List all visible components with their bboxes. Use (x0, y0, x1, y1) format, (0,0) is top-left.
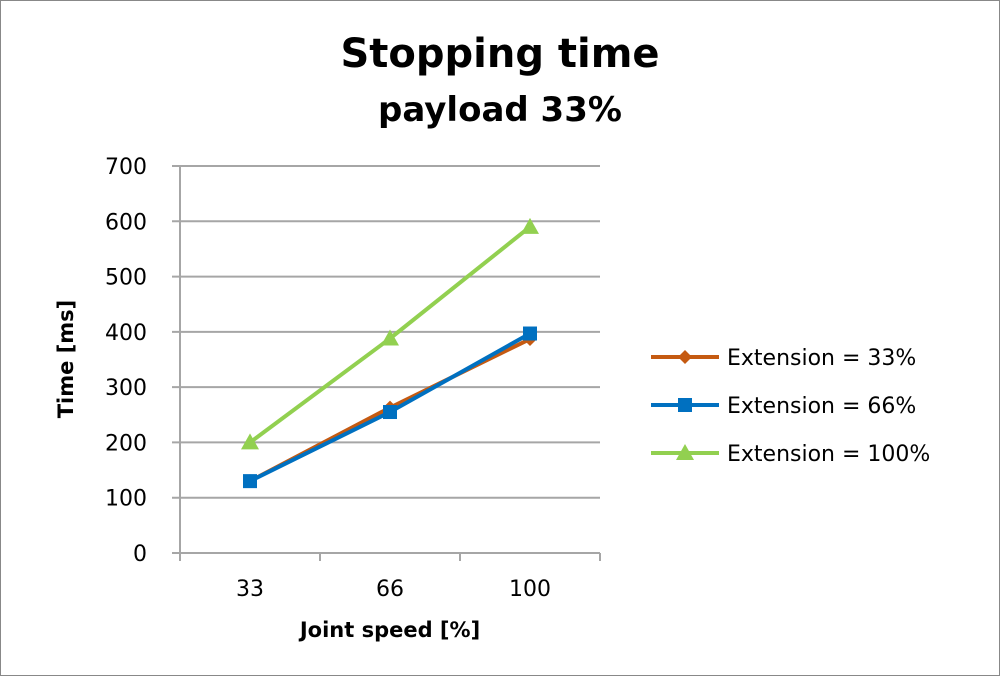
series-2 (241, 217, 539, 450)
y-axis-label: Time [ms] (54, 300, 78, 419)
chart-title: Stopping time (340, 31, 659, 77)
x-tick-label: 100 (509, 577, 551, 602)
x-tick-label: 33 (236, 577, 264, 602)
y-tick-label: 200 (105, 431, 147, 456)
y-tick-label: 0 (133, 542, 147, 567)
y-tick-label: 400 (105, 321, 147, 346)
triangle-marker (381, 329, 399, 346)
legend-label: Extension = 33% (727, 346, 916, 371)
chart-subtitle: payload 33% (378, 90, 622, 130)
legend-label: Extension = 100% (727, 442, 930, 467)
square-marker (243, 474, 257, 489)
square-marker (383, 405, 397, 420)
y-tick-label: 700 (105, 155, 147, 180)
square-marker (678, 398, 692, 412)
diamond-marker (678, 350, 692, 364)
y-tick-label: 500 (105, 266, 147, 291)
legend-item: Extension = 100% (651, 442, 930, 467)
y-tick-label: 300 (105, 376, 147, 401)
legend-item: Extension = 66% (651, 394, 916, 419)
series-1 (243, 326, 537, 489)
triangle-marker (676, 444, 694, 460)
triangle-marker (241, 433, 259, 450)
legend-label: Extension = 66% (727, 394, 916, 419)
y-tick-label: 100 (105, 487, 147, 512)
legend-item: Extension = 33% (651, 346, 916, 371)
x-tick-label: 66 (376, 577, 404, 602)
triangle-marker (521, 217, 539, 234)
x-axis-label: Joint speed [%] (298, 618, 480, 642)
y-tick-label: 600 (105, 210, 147, 235)
square-marker (523, 326, 537, 341)
